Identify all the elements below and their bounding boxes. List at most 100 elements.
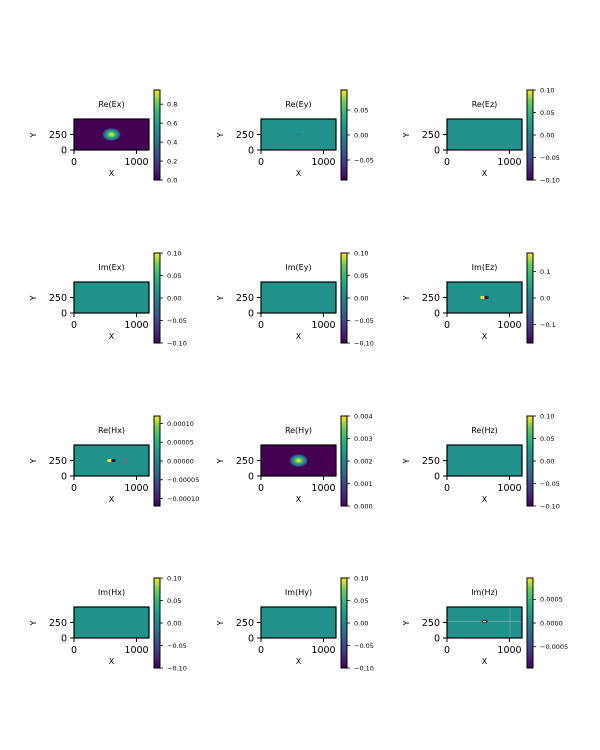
colorbar-tick-label: −0.00005 [167,476,199,484]
colorbar-scale [153,252,161,344]
colorbar-scale [340,415,348,507]
colorbar-tick-label: 0.2 [167,157,177,165]
colorbar: −0.10 −0.05 0.00 0.05 0.10 [153,249,187,347]
panel-title: Im(Ex) [98,263,124,272]
colorbar-tick-label: −0.05 [540,480,560,488]
x-tick-label: 0 [258,157,264,168]
y-tick-label: 0 [248,309,254,320]
x-axis-label: X [109,332,115,341]
y-tick-label: 0 [248,472,254,483]
heatmap-area [447,119,522,150]
y-axis-label: Y [29,132,38,138]
colorbar-tick-label: −0.05 [540,154,560,162]
x-axis-label: X [109,495,115,504]
x-tick-label: 1000 [124,320,148,331]
y-axis-label: Y [216,620,225,626]
y-tick-label: 250 [236,618,254,629]
panel-title: Re(Ex) [98,100,124,109]
x-tick-label: 0 [71,320,77,331]
x-tick-label: 1000 [311,157,335,168]
colorbar-tick-label: −0.0005 [540,643,568,651]
panel-title: Re(Hz) [471,426,498,435]
x-tick-label: 1000 [497,320,521,331]
x-tick-label: 0 [258,645,264,656]
colorbar-tick-label: −0.00010 [167,495,199,503]
panel-title: Re(Hx) [98,426,125,435]
panel-title: Re(Hy) [285,426,312,435]
colorbar: −0.10 −0.05 0.00 0.05 0.10 [153,574,187,672]
colorbar-tick-label: 0.0005 [540,596,563,604]
colorbar: −0.10 −0.05 0.00 0.05 0.10 [526,412,560,510]
y-tick-label: 250 [236,293,254,304]
x-axis-label: X [482,657,488,666]
colorbar-tick-label: 0.003 [354,435,373,443]
colorbar-tick-label: 0.05 [354,597,368,605]
colorbar-tick-label: 0.1 [540,268,550,276]
y-tick-label: 250 [236,456,254,467]
y-tick-label: 0 [61,472,67,483]
colorbar-tick-label: 0.00 [167,619,181,627]
colorbar-tick-label: 0.0000 [540,619,563,627]
x-tick-label: 1000 [311,320,335,331]
colorbar-tick-label: −0.10 [354,339,374,347]
y-axis-label: Y [402,458,411,464]
y-tick-label: 0 [434,472,440,483]
colorbar-tick-label: 0.10 [167,249,181,257]
colorbar-tick-label: −0.10 [354,664,374,672]
colorbar-scale [340,89,348,181]
field-panel: Re(Ez) 0 1000 250 0 X Y −0.10 −0.05 0.00 0.05 0.10 [402,86,560,184]
colorbar-tick-label: −0.10 [540,502,560,510]
field-panel: Re(Hy)0 10002500XY0.0000.0010.0020.0030.0… [216,412,373,510]
y-axis-label: Y [216,458,225,464]
colorbar-tick-label: 0.10 [540,412,554,420]
colorbar-tick-label: 0.00 [354,131,368,139]
field-panel: Re(Ey) 0 1000 250 0 X Y −0.05 0.00 0.05 [216,89,374,181]
y-axis-label: Y [29,620,38,626]
y-tick-label: 0 [61,146,67,157]
panel-title: Im(Hx) [98,588,125,597]
y-axis-label: Y [216,295,225,301]
x-tick-label: 0 [71,645,77,656]
colorbar-tick-label: 0.00 [540,457,554,465]
colorbar-tick-label: 0.0 [540,294,550,302]
colorbar-scale [340,252,348,344]
colorbar-tick-label: 0.00 [354,619,368,627]
panel-title: Im(Hz) [471,588,498,597]
field-panel: Re(Hx) 0 1000 250 0 X Y −0.00010 −0.00005 0.00000… [29,415,199,507]
x-tick-label: 1000 [311,483,335,494]
y-axis-label: Y [216,132,225,138]
colorbar-tick-label: −0.05 [167,642,187,650]
y-tick-label: 250 [422,456,440,467]
colorbar: −0.1 0.0 0.1 [526,252,556,344]
colorbar-tick-label: 0.05 [167,597,181,605]
field-panel: Re(Ex) 0 1000 250 0 X Y 0.0 0.2 0.4 0.6 0.8 [29,89,177,184]
heatmap-area [74,607,149,638]
colorbar-tick-label: 0.004 [354,412,373,420]
x-axis-label: X [296,169,302,178]
colorbar-scale [526,577,534,669]
colorbar-scale [153,89,161,181]
colorbar-scale [526,89,534,181]
field-panel: Re(Hz) 0 1000 250 0 X Y −0.10 −0.05 0.00 0.05 0.10 [402,412,560,510]
colorbar-tick-label: 0.10 [167,574,181,582]
colorbar-tick-label: 0.00005 [167,439,194,447]
colorbar-tick-label: 0.001 [354,480,373,488]
colorbar-tick-label: −0.1 [540,321,556,329]
x-tick-label: 0 [444,157,450,168]
y-tick-label: 250 [49,293,67,304]
y-tick-label: 0 [434,309,440,320]
colorbar-tick-label: 0.10 [354,574,368,582]
y-tick-label: 250 [422,293,440,304]
x-tick-label: 0 [444,645,450,656]
x-axis-label: X [482,169,488,178]
colorbar-tick-label: 0.05 [167,272,181,280]
colorbar-scale [153,415,161,507]
x-tick-label: 0 [71,483,77,494]
x-tick-label: 1000 [124,483,148,494]
x-axis-label: X [109,657,115,666]
x-axis-label: X [296,495,302,504]
heatmap-area [261,282,336,313]
y-tick-label: 0 [248,146,254,157]
colorbar-scale [526,415,534,507]
